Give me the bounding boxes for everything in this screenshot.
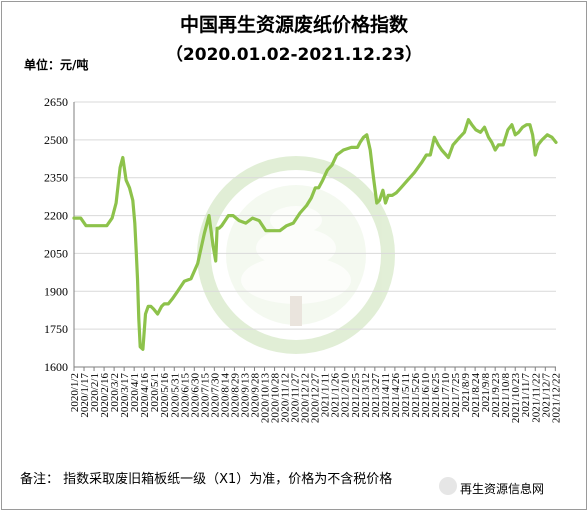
x-tick-label: 2020/8/14 [219,373,231,418]
x-tick-label: 2020/12/27 [310,373,322,424]
x-tick-label: 2021/2/25 [350,373,362,418]
x-tick-label: 2020/4/1 [129,373,141,412]
x-tick-label: 2021/4/26 [390,373,402,418]
chart-title: 中国再生资源废纸价格指数 [179,14,408,36]
unit-label: 单位：元/吨 [24,58,89,72]
x-tick-label: 2020/4/16 [139,373,151,418]
x-tick-label: 2020/3/17 [119,373,131,418]
line-chart: 1600 1750 1900 2050 2200 2350 2500 2650 2020/1/… [44,95,562,424]
x-tick-label: 2021/4/11 [380,373,392,417]
x-tick-label: 2020/9/13 [239,373,251,418]
x-tick-label: 2021/5/26 [410,373,422,418]
footnote: 备注： 指数采取废旧箱板纸一级（X1）为准，价格为不含税价格 [20,472,393,487]
x-tick-label: 2021/9/23 [490,373,502,418]
x-tick-label: 2020/11/27 [290,373,302,423]
x-tick-label: 2020/11/12 [280,373,292,423]
x-tick-label: 2020/6/15 [179,373,191,418]
x-tick-label: 2020/10/28 [270,373,282,424]
x-tick-label: 2021/8/24 [470,373,482,418]
y-tick-label: 2650 [44,95,68,109]
wechat-icon [439,477,457,495]
x-tick-label: 2020/3/2 [109,373,121,412]
y-tick-label: 2350 [44,171,68,185]
x-tick-label: 2020/1/17 [79,373,91,418]
x-tick-label: 2021/11/7 [520,373,532,418]
x-tick-label: 2021/7/25 [450,373,462,418]
x-tick-label: 2021/9/8 [480,373,492,413]
x-tick-label: 2021/1/26 [330,373,342,418]
x-tick-label: 2020/2/16 [99,373,111,418]
x-tick-label: 2021/6/10 [420,373,432,418]
brand-label: 再生资源信息网 [460,482,545,496]
x-tick-label: 2021/8/9 [460,373,472,413]
x-tick-label: 2021/1/11 [320,373,332,417]
x-tick-label: 2020/6/30 [189,373,201,418]
y-tick-label: 2500 [44,133,68,147]
x-tick-label: 2021/11/22 [530,373,542,423]
y-tick-label: 1750 [44,322,68,336]
x-tick-label: 2020/9/28 [249,373,261,418]
x-tick-label: 2020/5/1 [149,373,161,412]
watermark-logo [197,156,395,354]
x-tick-label: 2021/10/8 [500,373,512,418]
x-tick-label: 2021/12/7 [540,373,552,418]
x-tick-label: 2021/6/25 [430,373,442,418]
x-tick-label: 2020/5/16 [159,373,171,418]
x-tick-label: 2020/7/30 [209,373,221,418]
y-tick-label: 2200 [44,209,68,223]
x-tick-label: 2021/3/27 [370,373,382,418]
x-tick-label: 2020/12/12 [300,373,312,423]
x-tick-label: 2020/5/31 [169,373,181,418]
x-tick-label: 2020/7/15 [199,373,211,418]
y-tick-label: 1600 [44,360,68,374]
x-tick-label: 2021/5/11 [400,373,412,417]
x-tick-label: 2021/3/12 [360,373,372,418]
series-line [72,118,558,351]
x-tick-label: 2021/7/10 [440,373,452,418]
x-tick-label: 2020/2/1 [89,373,101,412]
chart-subtitle: （2020.01.02-2021.12.23） [165,45,423,65]
x-tick-label: 2021/12/22 [550,373,562,423]
y-tick-label: 1900 [44,284,68,298]
x-tick-label: 2020/1/2 [69,373,81,412]
x-tick-label: 2021/2/10 [340,373,352,418]
x-tick-label: 2020/8/29 [229,373,241,418]
x-tick-label: 2021/10/23 [510,373,522,424]
y-tick-label: 2050 [44,246,68,260]
x-tick-label: 2020/10/13 [260,373,272,424]
